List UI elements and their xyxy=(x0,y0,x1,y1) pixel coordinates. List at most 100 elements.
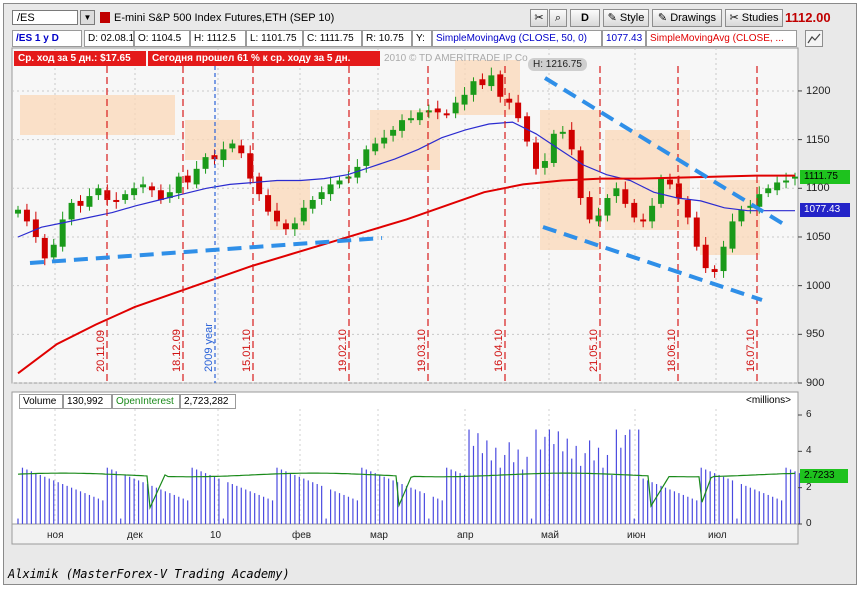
volume-label: Volume xyxy=(19,394,63,409)
y-tick-label: 1150 xyxy=(806,133,830,146)
candle-body xyxy=(461,94,468,105)
sma50-study-label[interactable]: SimpleMovingAvg (CLOSE, 50, 0) xyxy=(432,30,602,47)
y-tick-label: 950 xyxy=(806,328,825,341)
x-tick-label: июн xyxy=(627,530,646,541)
candle-body xyxy=(533,142,539,169)
candle-body xyxy=(452,102,459,114)
info-symbol-period[interactable]: /ES 1 y D xyxy=(12,30,82,47)
candle-body xyxy=(202,157,209,169)
x-tick-label: дек xyxy=(127,530,143,541)
date-marker-label: 18.06.10 xyxy=(666,329,678,372)
candle-body xyxy=(765,188,772,194)
candle-body xyxy=(113,199,120,202)
studies-button[interactable]: ✂ Studies xyxy=(725,9,783,27)
volume-y-tick-label: 4 xyxy=(806,445,812,457)
trend-line xyxy=(542,225,763,302)
watermark: 2010 © TD AMERITRADE IP Co xyxy=(384,53,528,64)
info-range: R: 10.75 xyxy=(362,30,412,47)
date-marker-label: 16.07.10 xyxy=(745,329,757,372)
candle-body xyxy=(131,188,138,196)
open-interest-line xyxy=(17,472,796,510)
symbol-dropdown-button[interactable]: ▼ xyxy=(80,10,95,25)
symbol-input[interactable]: /ES xyxy=(12,10,78,25)
volume-profile-area xyxy=(370,110,440,170)
candle-body xyxy=(747,205,754,208)
candle-body xyxy=(488,75,495,87)
date-marker-label: 18.12.09 xyxy=(171,329,183,372)
y-tick-label: 1000 xyxy=(806,279,831,292)
candle-body xyxy=(631,202,638,218)
crosshair-tool-icon[interactable]: ✂ xyxy=(530,9,548,27)
candle-body xyxy=(193,168,200,185)
y-tick-label: 1050 xyxy=(806,230,831,243)
candle-body xyxy=(443,113,450,116)
time-axis-panel xyxy=(11,523,799,545)
sma200-study-label[interactable]: SimpleMovingAvg (CLOSE, ... xyxy=(646,30,797,47)
chart-settings-icon[interactable] xyxy=(805,30,823,47)
x-tick-label: апр xyxy=(457,530,474,541)
candle-body xyxy=(604,198,611,216)
candle-body xyxy=(86,196,93,207)
candle-body xyxy=(354,166,361,178)
candle-body xyxy=(77,200,84,206)
candle-body xyxy=(559,131,566,134)
open-interest-tag: 2.7233 xyxy=(800,469,848,483)
symbol-color-icon xyxy=(100,12,110,23)
candle-body xyxy=(613,188,620,197)
candle-body xyxy=(416,112,423,121)
drawings-button[interactable]: ✎ Drawings xyxy=(652,9,722,27)
open-interest-label: OpenInterest xyxy=(112,394,180,409)
style-button[interactable]: ✎ Style xyxy=(603,9,649,27)
candle-body xyxy=(577,150,584,199)
style-label: Style xyxy=(619,12,645,24)
date-marker-label: 19.02.10 xyxy=(337,329,349,372)
candle-body xyxy=(756,194,763,207)
date-marker-label: 20.11.09 xyxy=(95,330,107,372)
drawings-label: Drawings xyxy=(670,12,717,24)
date-marker-label: 19.03.10 xyxy=(416,329,428,372)
volume-value: 130,992 xyxy=(63,394,112,409)
candle-body xyxy=(774,182,781,191)
trend-line xyxy=(543,76,787,227)
candle-body xyxy=(122,194,129,200)
today-pct-badge: Сегодня прошел 61 % к ср. ходу за 5 дн. xyxy=(148,51,380,66)
volume-profile-area xyxy=(185,120,240,160)
candle-body xyxy=(675,183,682,199)
candle-body xyxy=(693,217,700,247)
candle-body xyxy=(15,209,21,214)
candle-body xyxy=(425,110,432,113)
candle-body xyxy=(166,192,173,199)
candle-body xyxy=(702,244,709,269)
candle-body xyxy=(783,180,790,183)
trend-line xyxy=(29,236,383,265)
candle-body xyxy=(684,199,691,218)
info-date: D: 02.08.10 xyxy=(84,30,134,47)
studies-label: Studies xyxy=(741,12,779,24)
candle-body xyxy=(336,180,343,185)
volume-profile-area xyxy=(605,130,690,230)
y-tick-label: 1200 xyxy=(806,84,831,97)
last-price: 1112.00 xyxy=(785,10,831,25)
candle-body xyxy=(247,153,254,179)
candle-body xyxy=(274,210,280,222)
candle-body xyxy=(390,129,397,136)
zoom-tool-icon[interactable]: ⌕ xyxy=(549,9,567,27)
candle-body xyxy=(148,186,155,191)
date-marker-label: 21.05.10 xyxy=(588,329,600,372)
candle-body xyxy=(229,143,236,149)
last-price-tag: 1111.75 xyxy=(800,170,850,184)
candle-body xyxy=(256,176,263,195)
candle-body xyxy=(32,219,39,237)
x-tick-label: 10 xyxy=(210,530,222,541)
volume-y-tick-label: 0 xyxy=(806,518,812,529)
candle-body xyxy=(68,202,75,220)
x-tick-label: июл xyxy=(708,530,727,541)
y-tick-label: 1100 xyxy=(806,182,830,195)
candle-body xyxy=(59,219,66,247)
period-button[interactable]: D xyxy=(570,9,600,27)
high-label: H: 1216.75 xyxy=(528,58,587,71)
x-tick-label: фев xyxy=(292,530,312,541)
candle-body xyxy=(568,129,575,150)
candle-body xyxy=(291,223,298,230)
